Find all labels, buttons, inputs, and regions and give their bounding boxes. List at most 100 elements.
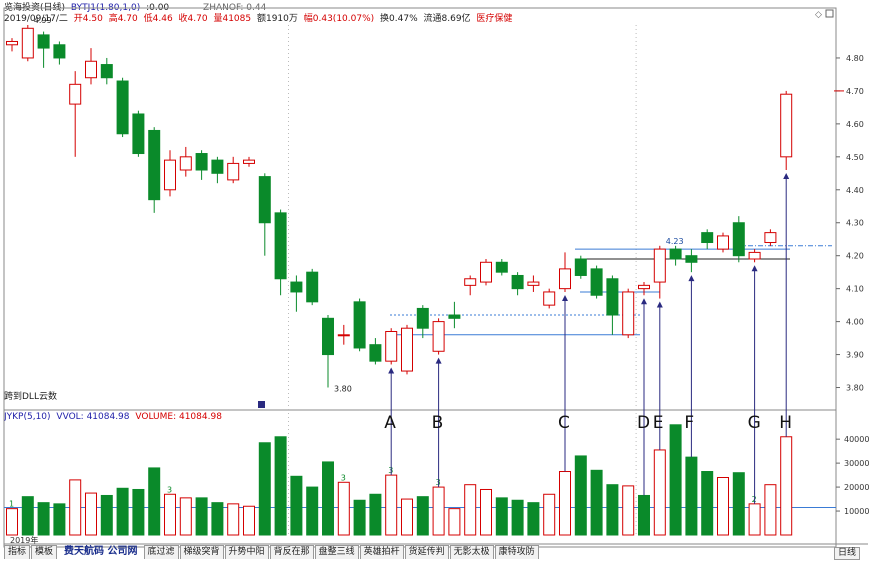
volume-bar [464, 484, 477, 536]
volume-bar [701, 471, 714, 536]
marker-arrow-head [783, 173, 790, 180]
volume-bar [527, 502, 540, 536]
tab-strategy-1[interactable]: 底过滤 [143, 545, 179, 559]
scroll-marker-icon [258, 401, 265, 408]
candle-body [385, 330, 398, 362]
bar-open: 开4.50 [73, 14, 103, 24]
tab-strategy-2[interactable]: 梯级突背 [179, 545, 224, 559]
candle-body [195, 153, 208, 171]
volume-bar [195, 497, 208, 536]
candle-body [164, 159, 176, 191]
marker-label-h: H [779, 413, 792, 433]
volume-indicator: JYKP(5,10) [4, 412, 51, 422]
volume-tick-label: 20000 [844, 483, 869, 492]
candle-body [464, 278, 477, 286]
volume-bar [606, 484, 619, 536]
vvol-value: VVOL: 41084.98 [56, 412, 130, 422]
marker-arrow-head [751, 265, 758, 272]
candle-body [37, 34, 50, 49]
price-tick-label: 3.90 [846, 351, 864, 360]
bar-high: 高4.70 [108, 14, 138, 24]
candle-body [353, 301, 366, 349]
diamond-icon: ◇ [815, 10, 822, 20]
candle-body [179, 156, 192, 171]
candle-body [69, 83, 82, 105]
tab-strategy-6[interactable]: 英雄拍杆 [359, 545, 404, 559]
volume-bar [764, 484, 777, 536]
chart-header-line2: 2019/09/17/二 开4.50 高4.70 低4.46 收4.70 量41… [4, 14, 515, 25]
bar-turnover: 换0.47% [380, 14, 418, 24]
bar-change: 幅0.43(10.07%) [303, 14, 375, 24]
marker-label-b: B [432, 413, 444, 433]
candle-body [732, 222, 745, 257]
candle-body [243, 159, 255, 164]
tab-strategy-8[interactable]: 无影太极 [449, 545, 494, 559]
bar-date: 2019/09/17/二 [4, 14, 68, 24]
candle-body [290, 281, 303, 293]
volume-bar [574, 455, 587, 536]
volume-bar [179, 497, 192, 536]
volume-bar [590, 469, 603, 536]
volume-tick-label: 10000 [844, 507, 869, 516]
candle-body [653, 248, 666, 283]
price-tick-label: 4.40 [846, 186, 864, 195]
volume-bar [432, 486, 445, 536]
bar-low: 低4.46 [143, 14, 173, 24]
candle-body [211, 159, 224, 174]
tab-strategy-3[interactable]: 升势中阳 [224, 545, 269, 559]
candle-body [369, 344, 382, 362]
volume-bar [511, 499, 524, 536]
chart-frame [3, 7, 837, 548]
tab-indicator[interactable]: 指标 [4, 545, 31, 559]
candle-body [685, 255, 698, 263]
volume-bar [480, 488, 492, 536]
bar-float: 流通8.69亿 [423, 14, 471, 24]
price-tick-label: 4.70 [846, 87, 864, 96]
candle-body [495, 261, 508, 273]
volume-bar [6, 508, 18, 536]
volume-bar [227, 503, 240, 536]
candle-body [448, 314, 461, 319]
bar-volume: 量41085 [213, 14, 252, 24]
period-selector[interactable]: 日线 [833, 547, 860, 560]
price-tick-label: 4.80 [846, 54, 864, 63]
candle-body [21, 27, 34, 59]
marker-label-c: C [558, 413, 570, 433]
volume-value: VOLUME: 41084.98 [135, 412, 222, 422]
price-tick-label: 3.80 [846, 384, 864, 393]
volume-bar [543, 493, 556, 536]
price-tick-label: 4.10 [846, 285, 864, 294]
marker-label-e: E [653, 413, 664, 433]
price-tick-label: 4.50 [846, 153, 864, 162]
candle-body [574, 258, 587, 276]
price-tick-label: 4.30 [846, 219, 864, 228]
volume-bar [148, 467, 161, 536]
volume-bar [385, 474, 398, 536]
tab-strategy-9[interactable]: 康特攻防 [494, 545, 539, 559]
volume-tick-label: 40000 [844, 435, 869, 444]
volume-bar [69, 479, 82, 536]
tab-strategy-7[interactable]: 货延传判 [404, 545, 449, 559]
volume-bar [290, 475, 303, 536]
candle-body [100, 64, 113, 79]
marker-arrow-head [688, 275, 695, 282]
tab-strategy-5[interactable]: 盘整三线 [314, 545, 359, 559]
marker-arrow-head [641, 298, 647, 305]
candle-body [638, 284, 650, 290]
volume-bar [638, 494, 650, 536]
tab-template[interactable]: 模板 [31, 545, 58, 559]
candle-body [480, 261, 492, 283]
volume-bar [211, 502, 224, 536]
bar-amount: 额1910万 [256, 14, 298, 24]
candle-body [148, 129, 161, 201]
volume-bar [448, 508, 461, 536]
candle-body [401, 327, 413, 372]
tab-strategy-4[interactable]: 背反在那 [269, 545, 314, 559]
price-tick-label: 4.00 [846, 318, 864, 327]
marker-label-d: D [637, 413, 650, 433]
candle-body [53, 44, 66, 59]
volume-bar [732, 472, 745, 536]
volume-bar [780, 436, 793, 536]
volume-bar [258, 442, 271, 536]
